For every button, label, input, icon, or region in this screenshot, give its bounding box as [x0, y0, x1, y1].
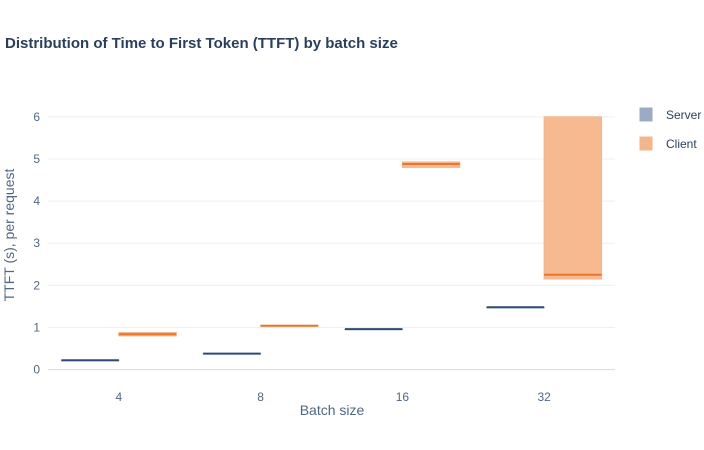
y-tick-label: 0	[33, 363, 40, 377]
legend[interactable]: Server Client	[639, 107, 701, 151]
box-series[interactable]	[60, 116, 603, 362]
x-tick-labels: 4 8 16 32	[116, 390, 552, 404]
y-tick-label: 3	[33, 236, 40, 250]
legend-item-client[interactable]: Client	[639, 136, 697, 151]
legend-swatch	[639, 107, 653, 122]
y-tick-label: 6	[33, 110, 40, 124]
x-axis-title: Batch size	[300, 402, 365, 418]
box-client[interactable]	[543, 116, 603, 280]
y-tick-label: 5	[33, 152, 40, 166]
x-tick-label: 32	[537, 390, 551, 404]
x-tick-label: 4	[116, 390, 123, 404]
series-client[interactable]	[118, 116, 603, 337]
legend-item-server[interactable]: Server	[639, 107, 701, 122]
y-tick-label: 1	[33, 320, 40, 334]
series-server[interactable]	[60, 306, 545, 362]
chart-title: Distribution of Time to First Token (TTF…	[5, 35, 398, 52]
gridlines	[48, 116, 615, 371]
y-tick-label: 4	[33, 194, 40, 208]
legend-label: Server	[666, 108, 701, 122]
x-tick-label: 8	[257, 390, 264, 404]
legend-label: Client	[666, 137, 697, 151]
legend-swatch	[639, 136, 653, 151]
y-axis-title: TTFT (s), per request	[1, 169, 17, 302]
x-tick-label: 16	[396, 390, 410, 404]
y-tick-label: 2	[33, 278, 40, 292]
y-tick-labels: 0 1 2 3 4 5 6	[33, 110, 40, 377]
